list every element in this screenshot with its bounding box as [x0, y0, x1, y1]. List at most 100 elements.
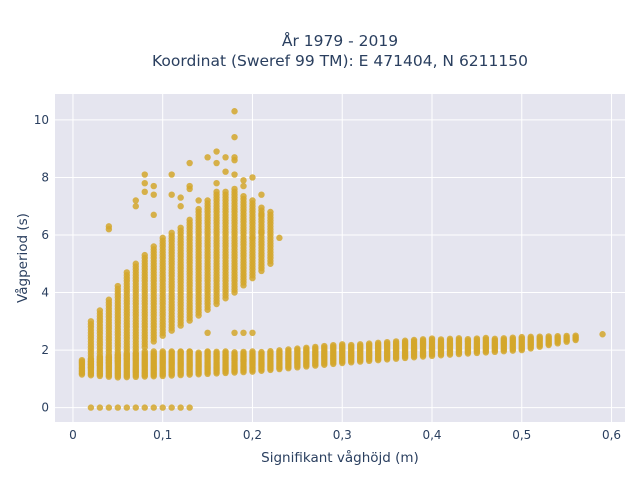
data-point	[141, 348, 148, 355]
y-tick-label: 0	[41, 401, 49, 415]
data-point	[195, 197, 202, 204]
data-point	[285, 346, 292, 353]
data-point	[231, 349, 238, 356]
data-point	[150, 191, 157, 198]
data-point	[150, 182, 157, 190]
data-point	[258, 191, 265, 198]
data-point	[267, 348, 274, 355]
data-point	[240, 348, 247, 356]
data-point	[258, 204, 265, 211]
tick-labels: 0 0,1 0,2 0,3 0,4 0,5 0,6 0 2 4 6 8 10	[34, 113, 621, 442]
data-point	[96, 307, 104, 314]
data-point	[527, 333, 534, 341]
data-point	[204, 197, 211, 204]
data-point	[240, 182, 247, 190]
data-point	[536, 333, 543, 340]
data-point	[240, 329, 247, 337]
x-tick-label: 0,6	[602, 428, 621, 442]
x-axis-title: Signifikant våghöjd (m)	[261, 449, 419, 466]
data-point	[159, 234, 166, 242]
data-point	[195, 349, 202, 356]
data-point	[276, 347, 283, 354]
data-point	[132, 197, 139, 204]
data-point	[491, 335, 499, 343]
data-point	[554, 332, 561, 340]
data-point	[132, 260, 139, 267]
data-point	[249, 174, 256, 181]
data-point	[141, 404, 148, 411]
data-point	[563, 332, 570, 340]
data-point	[231, 133, 238, 141]
data-point	[168, 404, 175, 411]
data-point	[482, 334, 490, 342]
data-point	[330, 341, 337, 349]
x-tick-label: 0,5	[512, 428, 531, 442]
data-point	[294, 345, 301, 352]
data-point	[599, 331, 606, 338]
data-point	[222, 348, 229, 355]
data-point	[303, 344, 310, 351]
data-point	[428, 335, 436, 342]
y-tick-label: 8	[41, 170, 49, 184]
data-point	[168, 191, 175, 198]
data-point	[419, 336, 427, 343]
data-point	[78, 356, 86, 364]
data-point	[150, 211, 157, 219]
data-point	[213, 188, 220, 196]
x-tick-label: 0,4	[422, 428, 441, 442]
data-point	[231, 329, 238, 337]
data-point	[410, 336, 418, 344]
data-point	[87, 318, 95, 325]
x-tick-label: 0,3	[333, 428, 352, 442]
data-point	[365, 340, 373, 347]
data-point	[500, 335, 508, 342]
data-point	[150, 348, 157, 355]
data-point	[258, 348, 265, 356]
plot-area	[55, 94, 625, 422]
data-point	[159, 404, 166, 411]
y-tick-label: 4	[41, 286, 49, 300]
data-point	[177, 203, 184, 210]
data-point	[509, 334, 516, 341]
data-point	[339, 341, 346, 348]
data-point	[141, 251, 148, 259]
data-point	[213, 159, 220, 167]
data-point	[231, 171, 238, 178]
data-point	[123, 404, 131, 411]
data-point	[437, 336, 445, 343]
data-point	[392, 338, 400, 345]
data-point	[518, 333, 525, 341]
data-point	[132, 203, 139, 210]
data-point	[446, 335, 454, 343]
data-point	[240, 192, 247, 200]
data-point	[168, 348, 175, 355]
data-point	[312, 343, 319, 351]
data-point	[473, 335, 481, 342]
data-point	[177, 224, 184, 231]
data-point	[222, 188, 229, 196]
data-point	[213, 148, 220, 155]
data-point	[572, 332, 579, 339]
data-point	[258, 228, 265, 236]
data-point	[213, 179, 220, 187]
data-point	[141, 188, 148, 196]
data-point	[114, 404, 122, 411]
data-point	[105, 296, 113, 303]
data-point	[141, 171, 148, 178]
data-point	[186, 348, 193, 355]
data-point	[258, 211, 265, 219]
data-point	[222, 154, 229, 161]
data-point	[204, 154, 211, 161]
x-tick-label: 0,1	[153, 428, 172, 442]
data-point	[96, 404, 104, 411]
data-point	[240, 177, 247, 184]
data-point	[231, 108, 238, 115]
data-point	[383, 338, 391, 346]
data-point	[204, 348, 211, 355]
data-point	[186, 216, 193, 224]
data-point	[231, 185, 238, 193]
data-point	[186, 159, 193, 167]
data-point	[168, 229, 175, 237]
data-point	[105, 226, 113, 233]
